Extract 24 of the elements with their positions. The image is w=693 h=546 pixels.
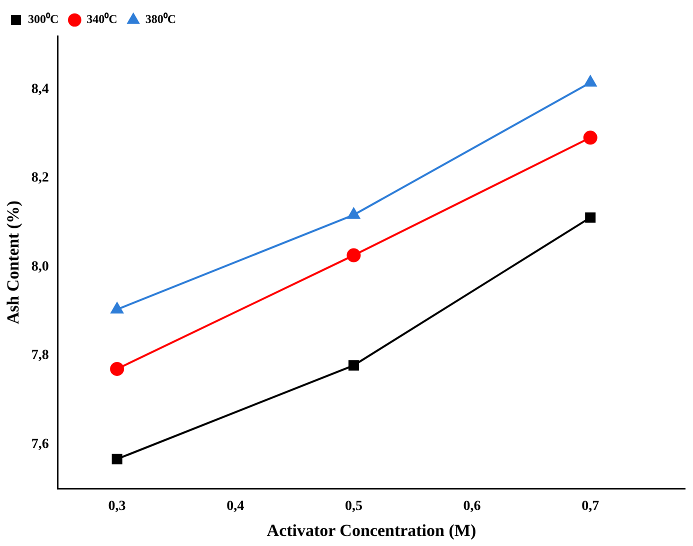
y-axis-title: Ash Content (%)	[4, 200, 23, 324]
x-tick-label: 0,5	[344, 498, 362, 514]
point	[585, 212, 596, 223]
point	[110, 302, 124, 314]
legend-label: 380⁰C	[145, 12, 176, 26]
y-tick-label: 7,6	[31, 437, 49, 452]
y-tick-label: 8,0	[31, 259, 49, 274]
x-axis-title: Activator Concentration (M)	[266, 521, 476, 540]
x-tick-label: 0,6	[463, 498, 481, 514]
point	[346, 248, 361, 262]
y-tick-label: 8,2	[31, 170, 49, 186]
point	[583, 130, 598, 145]
point	[112, 454, 122, 464]
legend-label: 300⁰C	[28, 12, 59, 26]
x-tick-label: 0,3	[108, 498, 126, 514]
x-tick-label: 0,7	[582, 498, 600, 514]
y-tick-label: 7,8	[31, 348, 49, 364]
legend-label: 340⁰C	[86, 12, 118, 26]
y-tick-label: 8,4	[31, 82, 49, 97]
point	[348, 360, 359, 371]
x-tick-label: 0,4	[226, 498, 244, 514]
point	[584, 76, 597, 87]
point	[348, 208, 360, 219]
point	[110, 362, 124, 376]
